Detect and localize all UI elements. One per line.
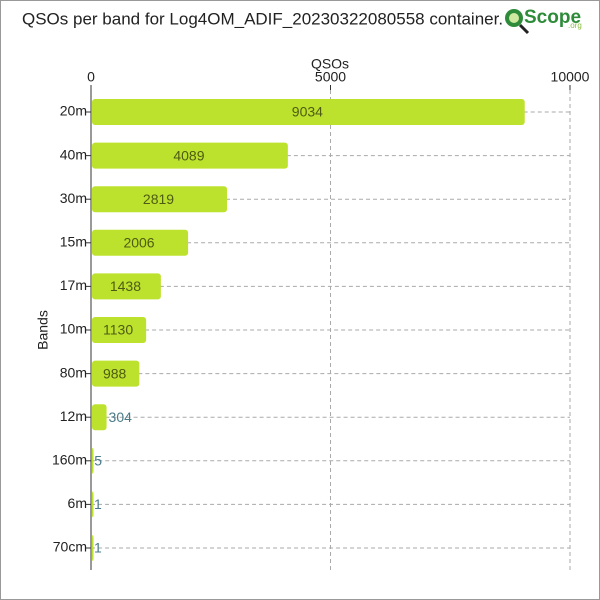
data-label: 4089 [173, 147, 204, 163]
data-label: 988 [103, 365, 127, 381]
logo: Scope .org [505, 7, 582, 35]
data-label: 2006 [123, 235, 154, 251]
x-tick-label: 0 [87, 69, 95, 85]
data-label: 1130 [103, 322, 133, 338]
bar [92, 186, 228, 213]
data-label: 1 [94, 540, 102, 556]
y-tick-label: 160m [52, 452, 87, 468]
y-tick-label: 15m [60, 234, 87, 250]
logo-text: Scope [524, 7, 581, 28]
y-tick-label: 70cm [53, 539, 87, 555]
bar [92, 142, 288, 169]
logo-icon-handle [518, 23, 530, 35]
y-tick-label: 30m [60, 190, 87, 206]
chart-title: QSOs per band for Log4OM_ADIF_2023032208… [22, 9, 503, 28]
x-tick-label: 10000 [551, 69, 590, 85]
x-tick-label: 5000 [315, 69, 346, 85]
bar [92, 535, 94, 561]
y-tick-label: 10m [60, 321, 87, 337]
bar [92, 404, 107, 431]
bar [92, 229, 189, 256]
y-tick-label: 17m [60, 277, 87, 293]
y-tick-label: 80m [60, 364, 87, 380]
bar [92, 360, 140, 387]
x-axis-label: QSOs [311, 56, 349, 72]
data-label: 5 [94, 453, 102, 469]
y-tick-label: 40m [60, 146, 87, 162]
y-axis-label: Bands [35, 310, 51, 350]
data-label: 1438 [110, 278, 141, 294]
data-label: 304 [109, 409, 133, 425]
y-tick-label: 12m [60, 408, 87, 424]
bar [92, 273, 161, 300]
y-tick-label: 6m [68, 495, 87, 511]
y-tick-label: 20m [60, 103, 87, 119]
bar [92, 447, 94, 474]
data-label: 1 [94, 496, 102, 512]
bar [92, 99, 525, 125]
data-label: 2819 [143, 191, 174, 207]
data-label: 9034 [292, 104, 323, 120]
bar [92, 317, 147, 343]
bar [92, 491, 94, 518]
logo-suffix: .org [568, 21, 582, 30]
logo-icon-lens [509, 13, 519, 23]
